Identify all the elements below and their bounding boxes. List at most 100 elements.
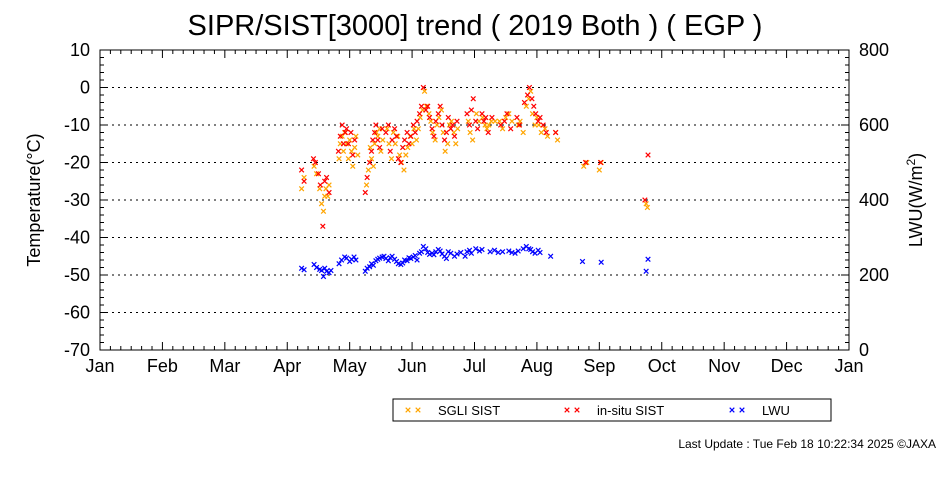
data-point <box>423 246 429 252</box>
data-point <box>320 273 327 280</box>
data-point <box>552 129 559 136</box>
data-point <box>491 247 498 253</box>
data-point <box>376 144 383 151</box>
data-point <box>496 118 503 124</box>
data-point <box>416 111 423 117</box>
x-tick-label: Mar <box>209 356 240 376</box>
data-point <box>529 96 535 102</box>
data-point <box>479 246 485 253</box>
data-point <box>385 258 392 264</box>
data-point <box>401 167 407 173</box>
x-tick-label: Aug <box>521 356 553 376</box>
data-point <box>413 137 420 143</box>
data-point <box>320 208 327 214</box>
data-point <box>429 126 435 132</box>
data-point <box>378 148 384 154</box>
series-lwu <box>298 243 651 280</box>
data-point <box>318 267 325 274</box>
data-point <box>544 133 551 139</box>
data-point <box>317 182 324 188</box>
data-point <box>643 268 649 274</box>
data-point <box>489 114 495 121</box>
y-tick-label: -40 <box>64 228 90 248</box>
data-point <box>474 126 481 132</box>
data-point <box>424 103 431 109</box>
data-point <box>414 257 420 263</box>
data-point <box>464 249 470 255</box>
data-point <box>441 137 448 143</box>
data-point <box>454 126 461 132</box>
data-point <box>495 249 501 256</box>
data-point <box>412 129 418 136</box>
data-point <box>337 133 344 139</box>
data-point <box>348 129 354 136</box>
data-point <box>311 163 317 169</box>
data-point <box>298 186 305 192</box>
data-point <box>388 156 395 162</box>
data-point <box>504 111 510 117</box>
data-point <box>582 159 589 166</box>
data-point <box>403 152 409 158</box>
data-point <box>408 133 414 139</box>
data-point <box>301 267 307 273</box>
data-point <box>458 249 464 256</box>
data-point <box>404 258 410 264</box>
data-point <box>365 167 372 173</box>
x-tick-label: May <box>333 356 367 376</box>
data-point <box>642 197 648 203</box>
data-point <box>469 137 476 143</box>
data-point <box>531 103 537 109</box>
data-point <box>366 159 373 166</box>
data-point <box>342 129 349 136</box>
data-point <box>353 133 359 139</box>
data-point <box>350 152 356 158</box>
data-point <box>340 148 347 154</box>
data-point <box>346 137 353 143</box>
data-point <box>520 246 526 252</box>
data-point <box>310 156 317 162</box>
data-point <box>579 258 586 265</box>
data-point <box>325 193 331 199</box>
data-point <box>645 256 651 262</box>
data-point <box>350 163 356 169</box>
data-point <box>387 148 393 154</box>
legend-marker <box>574 407 580 413</box>
data-point <box>485 129 491 136</box>
data-point <box>373 122 379 128</box>
legend-box <box>392 398 832 422</box>
data-point <box>398 159 404 166</box>
y-tick-label: 10 <box>70 40 90 60</box>
data-point <box>343 126 350 132</box>
data-point <box>418 103 425 109</box>
data-point <box>323 268 330 274</box>
data-point <box>512 250 518 256</box>
data-point <box>431 133 437 139</box>
x-tick-label: Sep <box>583 356 615 376</box>
data-point <box>526 84 533 91</box>
y2-tick-label: 400 <box>859 190 889 210</box>
data-point <box>396 152 403 158</box>
data-point <box>515 248 521 254</box>
x-tick-label: Feb <box>147 356 178 376</box>
data-point <box>499 249 506 255</box>
data-point <box>506 111 512 117</box>
data-point <box>449 122 456 128</box>
data-point <box>443 255 450 262</box>
data-point <box>414 118 420 124</box>
legend-label: SGLI SIST <box>438 403 500 418</box>
data-point <box>345 156 352 162</box>
y-tick-label: -30 <box>64 190 90 210</box>
data-point <box>431 252 437 258</box>
data-point <box>395 133 401 139</box>
data-point <box>487 249 493 255</box>
data-point <box>483 114 489 121</box>
x-tick-label: Oct <box>648 356 676 376</box>
data-point <box>453 141 459 147</box>
data-point <box>473 118 479 124</box>
y-tick-label: 0 <box>80 78 90 98</box>
data-point <box>368 148 375 154</box>
data-point <box>370 262 377 268</box>
data-point <box>486 122 492 128</box>
y-axis-label: Temperature(°C) <box>24 133 44 266</box>
data-point <box>320 223 326 229</box>
